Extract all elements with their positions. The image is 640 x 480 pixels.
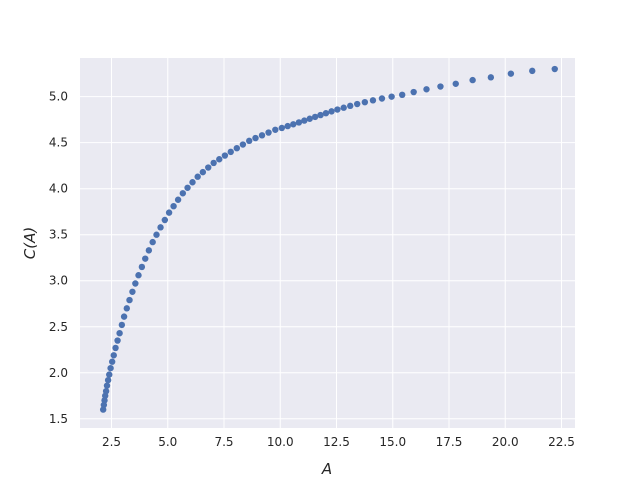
data-point	[114, 337, 121, 344]
data-point	[311, 113, 319, 121]
data-point	[278, 124, 286, 132]
data-point	[157, 224, 164, 231]
data-point	[246, 137, 253, 145]
x-axis-label: A	[321, 460, 332, 478]
data-point	[108, 358, 116, 365]
data-point	[118, 321, 126, 329]
data-point	[138, 263, 146, 271]
x-tick-label: 20.0	[492, 435, 519, 449]
x-tick-label: 15.0	[379, 435, 406, 449]
data-point	[106, 371, 113, 378]
data-point	[239, 141, 247, 148]
x-tick-label: 7.5	[214, 435, 233, 449]
y-tick-label: 1.5	[49, 412, 68, 426]
data-point	[347, 102, 354, 110]
x-tick-label: 2.5	[102, 435, 121, 449]
data-point	[110, 352, 117, 359]
data-point	[334, 106, 341, 113]
data-point	[189, 179, 196, 186]
data-point	[272, 126, 279, 133]
data-point	[179, 190, 187, 197]
data-point	[103, 382, 111, 389]
data-point	[233, 144, 241, 152]
y-tick-label: 3.0	[49, 274, 68, 288]
x-tick-label: 12.5	[323, 435, 350, 449]
data-point	[221, 152, 229, 159]
data-point	[126, 296, 133, 304]
data-points	[99, 65, 558, 413]
data-point	[205, 164, 212, 171]
x-tick-label: 17.5	[436, 435, 463, 449]
data-point	[161, 216, 169, 224]
data-point	[184, 184, 191, 191]
data-point	[123, 305, 130, 312]
data-point	[487, 74, 495, 81]
x-tick-label: 22.5	[548, 435, 575, 449]
data-point	[104, 376, 112, 384]
data-point	[340, 104, 347, 111]
y-tick-label: 4.5	[49, 136, 68, 150]
data-point	[284, 122, 291, 130]
data-point	[216, 156, 223, 163]
data-point	[142, 255, 149, 262]
data-point	[410, 88, 417, 96]
data-point	[399, 91, 406, 99]
data-point	[361, 98, 369, 106]
data-point	[507, 70, 515, 77]
data-point	[107, 364, 114, 372]
data-point	[265, 129, 272, 136]
data-point	[295, 119, 303, 126]
data-point	[529, 67, 536, 75]
data-point	[165, 209, 173, 216]
data-point	[120, 313, 128, 320]
data-point	[290, 121, 297, 128]
data-point	[194, 173, 201, 180]
grid-lines	[80, 58, 575, 428]
data-point	[252, 134, 259, 142]
y-tick-labels: 1.5 2.0 2.5 3.0 3.5 4.0 4.5 5.0	[49, 90, 68, 426]
data-point	[437, 83, 444, 90]
data-point	[328, 108, 335, 115]
data-point	[306, 115, 313, 122]
y-tick-label: 3.5	[49, 228, 68, 242]
data-point	[378, 95, 386, 102]
x-tick-label: 5.0	[158, 435, 177, 449]
data-point	[258, 132, 266, 139]
data-point	[153, 231, 160, 238]
y-tick-label: 5.0	[49, 90, 68, 104]
data-point	[129, 288, 136, 295]
data-point	[116, 329, 123, 337]
data-point	[135, 272, 142, 279]
data-point	[210, 159, 217, 167]
y-tick-label: 2.5	[49, 320, 68, 334]
data-point	[388, 93, 395, 100]
data-point	[369, 97, 377, 104]
data-point	[452, 80, 459, 87]
data-point	[227, 148, 234, 156]
data-point	[469, 76, 476, 84]
y-tick-label: 4.0	[49, 182, 68, 196]
data-point	[174, 196, 182, 203]
data-point	[145, 247, 153, 254]
data-point	[199, 168, 207, 176]
x-tick-label: 10.0	[267, 435, 294, 449]
data-point	[149, 238, 156, 246]
data-point	[102, 387, 110, 395]
y-axis-label: C(A)	[21, 227, 39, 259]
data-point	[170, 202, 177, 210]
data-point	[354, 100, 361, 108]
plot-background	[80, 58, 575, 428]
data-point	[112, 344, 119, 352]
data-point	[317, 111, 324, 119]
data-point	[423, 86, 430, 93]
data-point	[551, 65, 558, 73]
data-point	[301, 117, 308, 124]
data-point	[132, 280, 139, 287]
y-tick-label: 2.0	[49, 366, 68, 380]
data-point	[322, 110, 330, 117]
x-tick-labels: 2.5 5.0 7.5 10.0 12.5 15.0 17.5 20.0 22.5	[102, 435, 575, 449]
